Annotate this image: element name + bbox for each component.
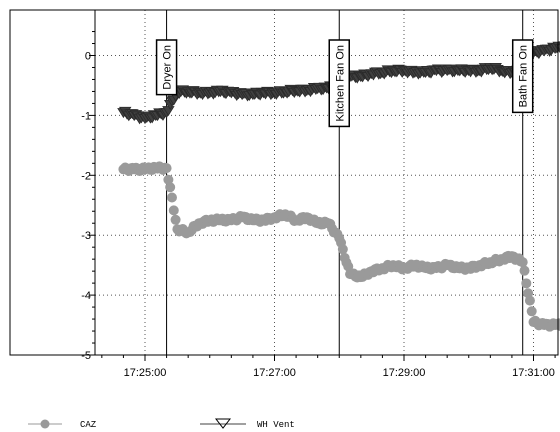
data-point-interpolated	[519, 265, 530, 276]
data-point-interpolated	[343, 261, 354, 272]
data-point-interpolated	[521, 278, 532, 289]
legend-wh-vent-marker	[214, 418, 232, 429]
event-label-text: Dryer On	[162, 45, 174, 90]
event-label-text: Kitchen Fan On	[334, 45, 346, 121]
grid	[95, 10, 558, 355]
legend-caz-marker	[40, 419, 50, 429]
plot-area-border	[9, 9, 559, 356]
y-tick-label: -3	[81, 230, 91, 242]
y-tick-label: -1	[81, 110, 91, 122]
y-tick-label: -4	[81, 290, 91, 302]
data-point-interpolated	[166, 192, 177, 203]
data-point-interpolated	[524, 295, 535, 306]
x-tick-label: 17:29:00	[383, 367, 426, 379]
x-tick-label: 17:25:00	[124, 367, 167, 379]
legend-caz-label: CAZ	[80, 420, 97, 430]
legend: CAZ WH Vent	[28, 418, 295, 430]
x-tick-label: 17:31:00	[512, 367, 555, 379]
event-label-box	[328, 39, 350, 128]
event-label: Kitchen Fan On	[328, 39, 350, 128]
series-layer	[117, 41, 560, 332]
legend-wh-vent-label: WH Vent	[257, 420, 295, 430]
event-labels: Dryer On Kitchen Fan On Bath Fan On	[155, 39, 534, 128]
data-point	[517, 257, 528, 268]
data-point-interpolated	[170, 214, 181, 225]
data-point-interpolated	[165, 182, 176, 193]
data-point-interpolated	[168, 205, 179, 216]
event-label-box	[511, 39, 534, 114]
event-label: Dryer On	[155, 39, 178, 96]
x-tick-label: 17:27:00	[253, 367, 296, 379]
data-point-interpolated	[337, 244, 348, 255]
series-caz	[118, 161, 560, 332]
data-point-interpolated	[526, 306, 537, 317]
event-label-text: Bath Fan On	[518, 45, 530, 107]
y-tick-label: 0	[85, 51, 91, 63]
y-tick-label: -5	[81, 350, 91, 362]
event-label: Bath Fan On	[511, 39, 534, 114]
y-tick-label: -2	[81, 170, 91, 182]
event-label-box	[155, 39, 178, 96]
data-point-interpolated	[163, 174, 174, 185]
axes: 0 -1 -2 -3 -4 -5 17:25:00 17:27:00 17:29:00 17:31…	[81, 10, 556, 379]
data-point	[161, 163, 172, 174]
